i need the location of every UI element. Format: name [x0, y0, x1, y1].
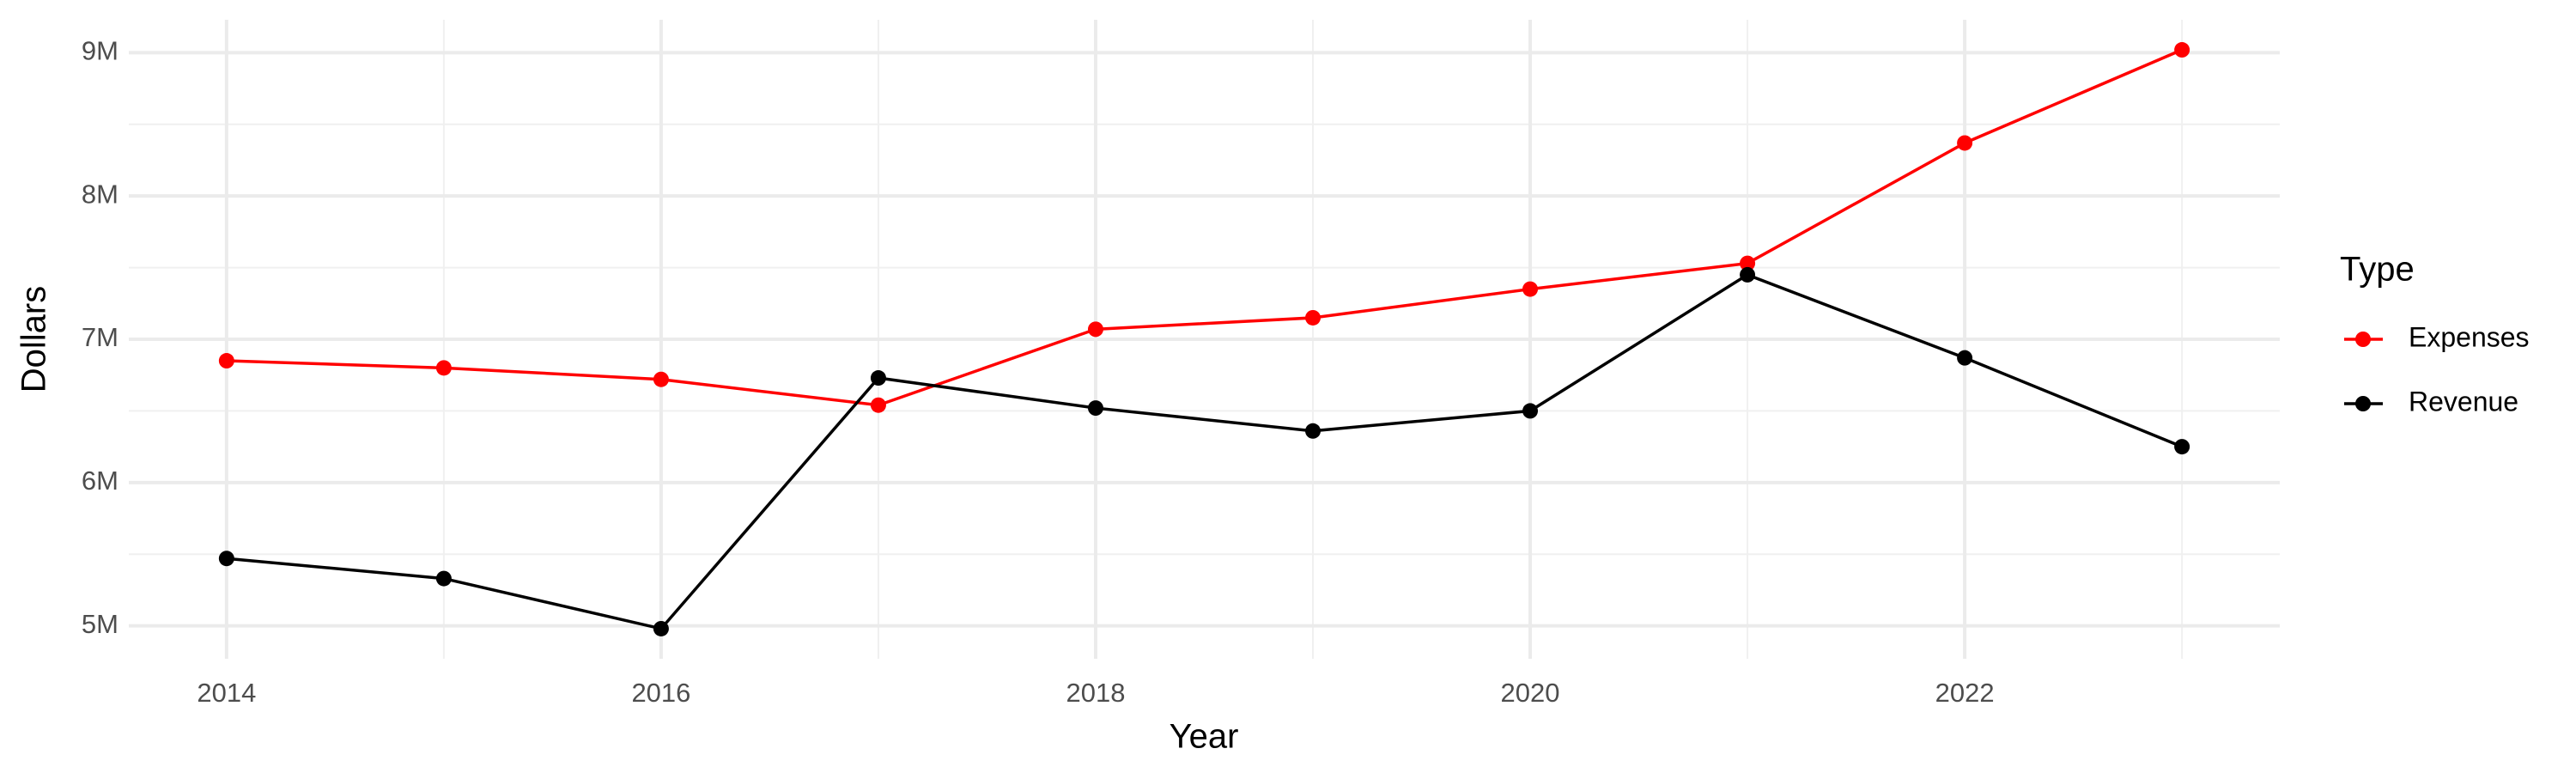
x-tick-label: 2020 [1501, 678, 1560, 708]
point [653, 371, 669, 387]
point [1957, 135, 1973, 151]
point [1305, 423, 1321, 439]
y-tick-label: 6M [82, 466, 118, 496]
x-tick-label: 2018 [1066, 678, 1126, 708]
point [1522, 281, 1539, 297]
line [226, 272, 2183, 630]
y-tick-label: 8M [82, 179, 118, 209]
y-tick-label: 5M [82, 609, 118, 639]
legend-label: Revenue [2409, 386, 2518, 417]
point [1087, 321, 1103, 338]
point [1957, 350, 1973, 366]
x-tick-label: 2016 [631, 678, 690, 708]
point [1305, 309, 1321, 326]
legend-title: Type [2340, 251, 2415, 289]
point [2174, 42, 2190, 58]
legend-point [2355, 332, 2371, 347]
point [1087, 400, 1103, 417]
y-tick-label: 7M [82, 322, 118, 352]
x-tick-label: 2014 [197, 678, 256, 708]
y-axis-title: Dollars [15, 286, 53, 393]
y-tick-label: 9M [82, 36, 118, 66]
x-tick-label: 2022 [1935, 678, 1995, 708]
point [1740, 255, 1756, 271]
point [435, 360, 452, 376]
point [653, 620, 669, 636]
point [870, 370, 886, 386]
legend-label: Expenses [2409, 321, 2530, 352]
legend-point [2355, 396, 2371, 411]
point [218, 551, 234, 567]
point [435, 570, 452, 587]
point [1522, 403, 1539, 419]
point [870, 397, 886, 413]
point [218, 353, 234, 369]
point [1740, 266, 1756, 283]
x-axis-title: Year [1170, 718, 1239, 756]
line [226, 48, 2183, 407]
point [2174, 439, 2190, 455]
